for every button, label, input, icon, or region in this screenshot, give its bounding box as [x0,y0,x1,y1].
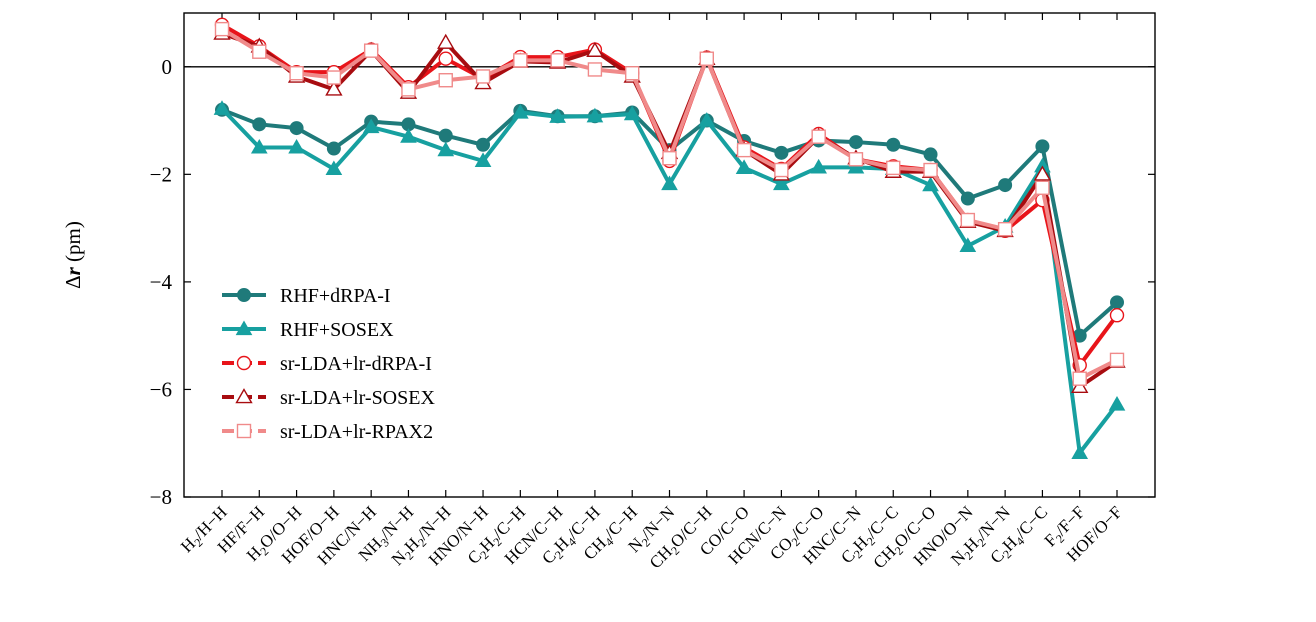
data-point [960,212,976,228]
data-point [437,33,455,49]
legend-label: RHF+SOSEX [280,319,394,341]
data-point [922,176,939,192]
data-point [438,73,453,88]
data-point [774,145,789,160]
data-point [437,141,455,157]
data-point [1108,396,1126,411]
legend-entry: sr-LDA+lr-SOSEX [222,387,435,409]
data-point [1033,165,1052,181]
data-point [587,62,603,77]
data-point [325,160,343,176]
data-point [1071,444,1089,460]
data-point [1109,352,1125,368]
legend-marker [235,388,253,404]
data-point [511,104,529,119]
data-point [252,117,267,132]
data-point [214,21,230,37]
data-point [289,121,304,136]
data-point [848,135,863,150]
data-point [289,66,304,81]
legend-marker [237,288,251,302]
data-point [923,147,938,162]
data-point [326,141,341,156]
x-category-label: C2H4/C−C [986,502,1053,569]
y-axis-title: Δr (pm) [61,221,85,289]
data-point [438,51,453,66]
data-point [586,107,604,123]
legend-entry: sr-LDA+lr-RPAX2 [222,421,433,443]
data-point [252,44,267,59]
data-point [997,221,1013,237]
data-point [998,178,1013,193]
y-tick-label: −2 [150,162,172,186]
data-point [662,150,677,166]
legend-marker [235,320,253,336]
data-point [623,105,641,121]
legend-entry: RHF+SOSEX [222,319,394,341]
data-point [1110,295,1124,310]
data-point [735,159,753,174]
y-tick-label: −8 [150,485,172,509]
series-4 [214,21,1125,386]
data-point [661,175,678,191]
data-point [513,53,528,68]
data-point [438,128,453,143]
legend-label: sr-LDA+lr-SOSEX [280,387,435,409]
legend-marker [236,355,252,371]
data-point [848,152,864,167]
data-point [774,162,789,178]
data-point [401,82,416,97]
data-point [886,160,901,176]
data-point [362,118,380,134]
series-1 [213,100,1126,460]
data-point [288,138,305,154]
data-point [213,100,231,115]
data-point [550,53,565,68]
y-tick-label: 0 [162,55,173,79]
data-point [325,80,343,96]
data-point [811,129,826,144]
data-point [699,51,714,66]
legend-entry: RHF+dRPA-I [222,285,391,307]
data-point [475,69,491,84]
legend-label: sr-LDA+lr-dRPA-I [280,353,432,375]
data-point [549,108,566,123]
data-point [1035,180,1050,195]
legend-label: RHF+dRPA-I [280,285,391,307]
data-point [959,237,977,252]
data-point [886,137,901,152]
data-point [363,43,379,58]
legend-entry: sr-LDA+lr-dRPA-I [222,353,432,375]
data-point [476,137,491,152]
y-tick-label: −4 [150,270,173,294]
data-point [625,66,640,81]
y-tick-label: −6 [150,377,172,401]
data-point [960,191,975,206]
data-point [773,175,790,191]
data-point [736,142,752,158]
data-point [326,70,342,85]
data-point [1035,139,1050,154]
data-point [1072,371,1087,386]
data-point [474,152,492,167]
data-point [586,41,604,57]
legend-label: sr-LDA+lr-RPAX2 [280,421,433,443]
data-point [810,158,828,174]
legend-marker [236,423,252,439]
data-point [698,112,716,127]
data-point [250,138,268,154]
data-point [1109,308,1125,323]
data-point [923,162,938,178]
data-point [400,128,417,143]
